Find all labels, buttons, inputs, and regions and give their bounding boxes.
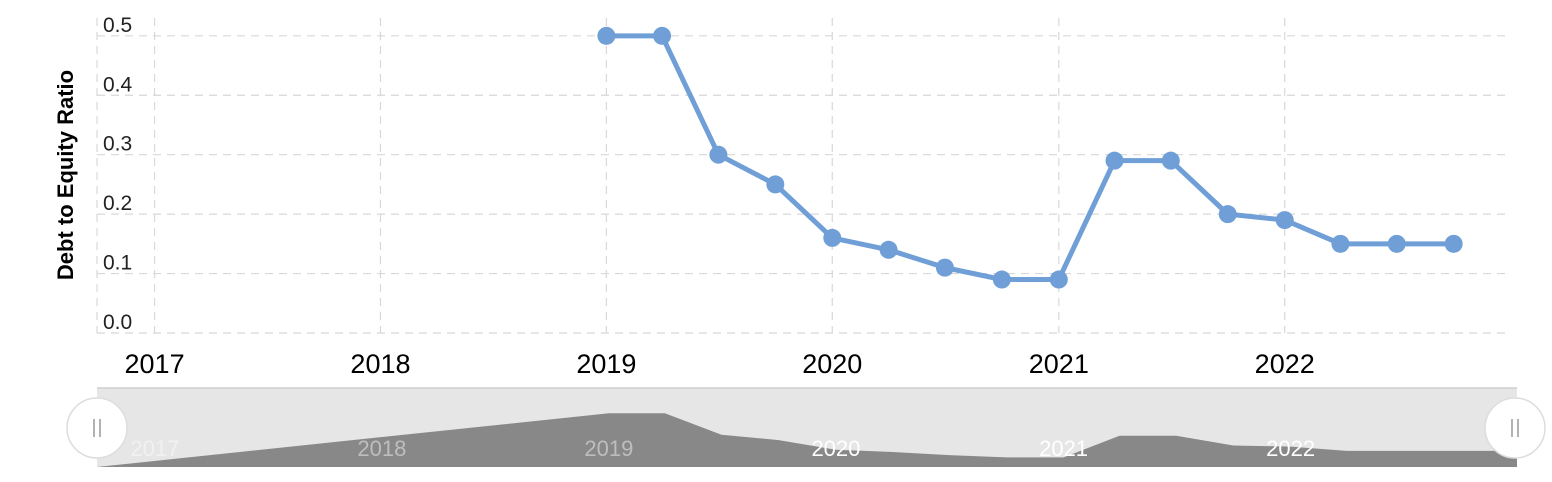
x-tick-label: 2019 <box>576 349 636 379</box>
data-point[interactable] <box>1387 234 1406 253</box>
data-point[interactable] <box>709 145 728 164</box>
data-point[interactable] <box>992 270 1011 289</box>
navigator-right-handle[interactable] <box>1484 397 1546 459</box>
data-point[interactable] <box>1049 270 1068 289</box>
range-navigator[interactable]: 2017 2018 2019 2020 2021 2022 <box>66 387 1546 467</box>
navigator-ticks: 2017 2018 2019 2020 2021 2022 <box>130 436 1315 461</box>
navigator-tick-label: 2020 <box>811 436 860 461</box>
navigator-tick-label: 2017 <box>130 436 179 461</box>
data-point[interactable] <box>1218 205 1237 224</box>
y-tick-label: 0.5 <box>103 14 132 37</box>
data-point[interactable] <box>935 258 954 277</box>
data-point[interactable] <box>1275 211 1294 230</box>
data-point[interactable] <box>766 175 785 194</box>
series-debt-to-equity <box>597 26 1463 289</box>
x-axis-ticks: 2017 2018 2019 2020 2021 2022 <box>125 349 1315 379</box>
y-tick-label: 0.2 <box>103 192 132 215</box>
data-point[interactable] <box>597 26 616 45</box>
x-tick-label: 2017 <box>125 349 185 379</box>
navigator-tick-label: 2019 <box>584 436 633 461</box>
x-tick-label: 2021 <box>1029 349 1089 379</box>
navigator-area <box>97 413 1517 467</box>
y-tick-label: 0.4 <box>103 73 133 96</box>
data-point[interactable] <box>823 228 842 247</box>
navigator-left-handle[interactable] <box>66 397 128 459</box>
data-point[interactable] <box>879 240 898 259</box>
y-axis-label: Debt to Equity Ratio <box>53 70 78 280</box>
data-point[interactable] <box>1105 151 1124 170</box>
x-tick-label: 2020 <box>802 349 862 379</box>
grid <box>96 18 1510 334</box>
navigator-tick-label: 2018 <box>357 436 406 461</box>
data-point[interactable] <box>1444 234 1463 253</box>
y-tick-label: 0.0 <box>103 311 132 334</box>
x-tick-label: 2022 <box>1255 349 1315 379</box>
y-axis-ticks: 0.0 0.1 0.2 0.3 0.4 0.5 <box>103 14 133 334</box>
y-tick-label: 0.3 <box>103 133 132 156</box>
x-tick-label: 2018 <box>350 349 410 379</box>
y-tick-label: 0.1 <box>103 252 132 275</box>
data-point[interactable] <box>1161 151 1180 170</box>
navigator-tick-label: 2021 <box>1039 436 1088 461</box>
data-point[interactable] <box>653 26 672 45</box>
data-point[interactable] <box>1331 234 1350 253</box>
series-line <box>606 33 1454 283</box>
navigator-tick-label: 2022 <box>1266 436 1315 461</box>
